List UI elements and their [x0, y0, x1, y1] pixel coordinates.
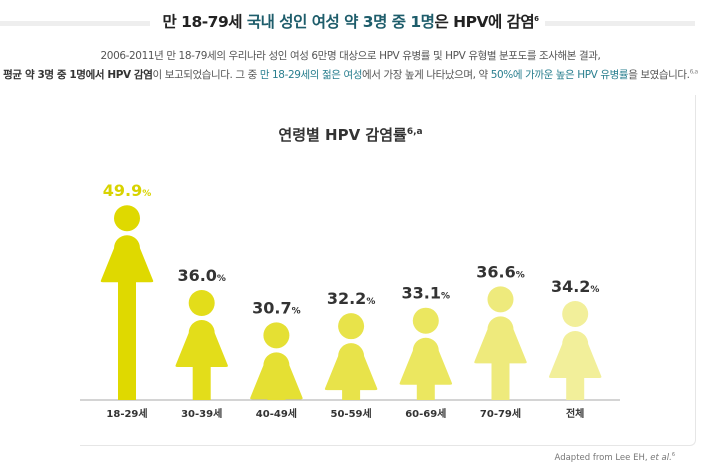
- desc-text: 이 보고되었습니다. 그 중: [152, 69, 260, 81]
- figure-head: [263, 322, 290, 349]
- figure-body: [399, 337, 453, 385]
- figure-head: [114, 205, 140, 232]
- category-label: 60-69세: [405, 407, 446, 420]
- title-sup: 6: [534, 14, 539, 23]
- category-label: 전체: [566, 407, 584, 420]
- figure-head: [412, 307, 439, 334]
- description-line-2: 평균 약 3명 중 1명에서 HPV 감염이 보고되었습니다. 그 중 만 18…: [0, 67, 701, 82]
- category-label: 40-49세: [256, 407, 297, 420]
- figure-body: [175, 320, 228, 367]
- figure-body: [324, 343, 378, 391]
- female-figure-icon: [474, 286, 527, 400]
- desc-bold: 평균 약 3명 중 1명에서 HPV 감염: [3, 69, 153, 81]
- category-label: 18-29세: [106, 407, 147, 420]
- figure-head: [188, 290, 215, 316]
- title-rest: 은 HPV에 감염: [434, 13, 535, 31]
- figure-bar: [118, 281, 136, 400]
- data-label: 49.9%: [103, 181, 152, 200]
- description-line-1: 2006-2011년 만 18-79세의 우리나라 성인 여성 6만명 대상으로…: [100, 50, 601, 62]
- data-label: 32.2%: [327, 289, 376, 308]
- data-label: 30.7%: [252, 298, 301, 317]
- figure-body: [548, 330, 602, 378]
- chart-title-text: 연령별 HPV 감염률: [278, 126, 407, 144]
- page-title: 만 18-79세 국내 성인 여성 약 3명 중 1명은 HPV에 감염6: [0, 10, 701, 32]
- title-plain: 만 18-79세: [162, 13, 247, 31]
- figure-head: [562, 300, 589, 327]
- figure-body: [250, 352, 303, 400]
- female-figure-icon: [399, 307, 453, 400]
- female-figure-icon: [175, 290, 228, 400]
- figure-bar: [566, 376, 585, 400]
- figure-head: [338, 313, 365, 340]
- title-rule-left: [0, 21, 150, 26]
- desc-text: 에서 가장 높게 나타났으며, 약: [361, 69, 491, 81]
- figure-bar: [416, 383, 435, 400]
- title-highlight: 국내 성인 여성 약 3명 중 1명: [246, 13, 435, 31]
- desc-text: 을 보였습니다.: [628, 69, 690, 81]
- source-sup: 6: [671, 452, 675, 458]
- female-figure-icon: [250, 322, 303, 400]
- figure-bar: [192, 366, 211, 400]
- data-label: 34.2%: [551, 277, 600, 296]
- chart-card: [80, 95, 696, 446]
- desc-highlight-1: 만 18-29세의 젊은 여성: [259, 69, 363, 81]
- figure-body: [474, 316, 527, 364]
- data-label: 36.6%: [476, 262, 525, 281]
- data-label: 33.1%: [402, 284, 451, 303]
- figure-body: [100, 235, 154, 283]
- figure-bar: [342, 389, 361, 400]
- category-label: 30-39세: [181, 407, 222, 420]
- title-rule-right: [545, 21, 695, 26]
- source-note: Adapted from Lee EH, et al.6: [555, 452, 675, 463]
- category-label: 70-79세: [480, 407, 521, 420]
- data-label: 36.0%: [177, 266, 226, 285]
- source-italic: et al.: [650, 452, 672, 463]
- category-label: 50-59세: [331, 407, 372, 420]
- desc-sup: 6,a: [689, 68, 699, 76]
- chart-title: 연령별 HPV 감염률6,a: [0, 124, 701, 145]
- female-figure-icon: [548, 300, 602, 400]
- chart-title-sup: 6,a: [406, 127, 423, 137]
- desc-highlight-2: 50%에 가까운 높은 HPV 유병률: [490, 69, 629, 81]
- figure-bar: [267, 398, 286, 400]
- figure-head: [487, 286, 514, 313]
- female-figure-icon: [100, 205, 154, 400]
- female-figure-icon: [324, 313, 378, 400]
- source-text: Adapted from Lee EH,: [554, 452, 651, 463]
- figure-bar: [491, 362, 510, 400]
